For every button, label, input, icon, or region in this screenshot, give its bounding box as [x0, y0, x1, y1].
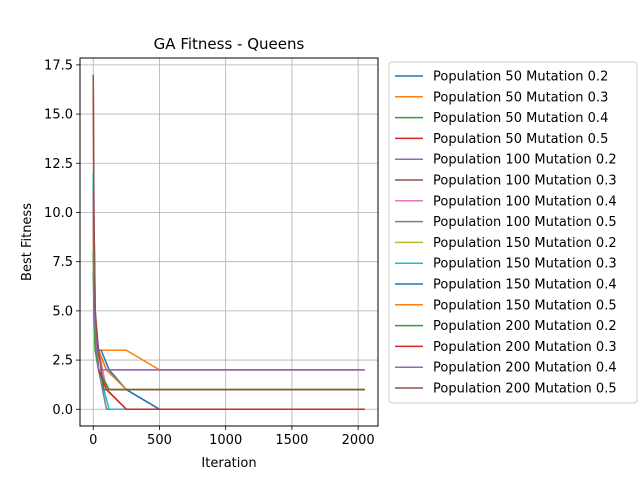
x-tick-label: 0 — [89, 433, 97, 448]
legend-label-6: Population 100 Mutation 0.3 — [433, 174, 617, 189]
y-tick-label: 17.5 — [44, 58, 73, 73]
plot-frame — [79, 57, 379, 427]
legend-label-11: Population 150 Mutation 0.4 — [433, 278, 617, 293]
legend-label-16: Population 200 Mutation 0.5 — [433, 382, 617, 397]
legend-label-1: Population 50 Mutation 0.2 — [433, 70, 608, 85]
legend-label-4: Population 50 Mutation 0.5 — [433, 132, 608, 147]
y-tick-label: 0.0 — [52, 403, 73, 418]
legend-label-7: Population 100 Mutation 0.4 — [433, 194, 617, 209]
y-tick-label: 12.5 — [44, 157, 73, 172]
legend: Population 50 Mutation 0.2 Population 50 … — [388, 61, 638, 404]
legend-label-3: Population 50 Mutation 0.4 — [433, 111, 608, 126]
y-tick-label: 7.5 — [52, 255, 73, 270]
legend-label-13: Population 200 Mutation 0.2 — [433, 319, 617, 334]
y-axis-label: Best Fitness — [20, 203, 35, 281]
y-tick-label: 10.0 — [44, 206, 73, 221]
grid-lines — [80, 58, 378, 426]
x-axis-label: Iteration — [201, 456, 256, 471]
legend-frame — [388, 61, 638, 404]
legend-label-12: Population 150 Mutation 0.5 — [433, 298, 617, 313]
legend-label-9: Population 150 Mutation 0.2 — [433, 236, 617, 251]
x-tick-label: 1000 — [209, 433, 242, 448]
y-tick-label: 2.5 — [52, 354, 73, 369]
legend-label-8: Population 100 Mutation 0.5 — [433, 215, 617, 230]
x-axis-ticks: 0 500 1000 1500 2000 — [89, 426, 375, 448]
legend-label-10: Population 150 Mutation 0.3 — [433, 257, 617, 272]
x-tick-label: 2000 — [342, 433, 375, 448]
y-axis-ticks: 0.0 2.5 5.0 7.5 10.0 12.5 15.0 17.5 — [44, 58, 80, 418]
legend-items: Population 50 Mutation 0.2 Population 50 … — [395, 70, 617, 397]
legend-label-15: Population 200 Mutation 0.4 — [433, 361, 617, 376]
legend-label-2: Population 50 Mutation 0.3 — [433, 90, 608, 105]
x-tick-label: 1500 — [275, 433, 308, 448]
legend-label-5: Population 100 Mutation 0.2 — [433, 153, 617, 168]
y-tick-label: 15.0 — [44, 108, 73, 123]
x-tick-label: 500 — [147, 433, 172, 448]
series-line-16 — [92, 74, 365, 391]
plot-series — [92, 74, 365, 411]
legend-label-14: Population 200 Mutation 0.3 — [433, 340, 617, 355]
chart-title: GA Fitness - Queens — [154, 35, 305, 53]
y-tick-label: 5.0 — [52, 304, 73, 319]
